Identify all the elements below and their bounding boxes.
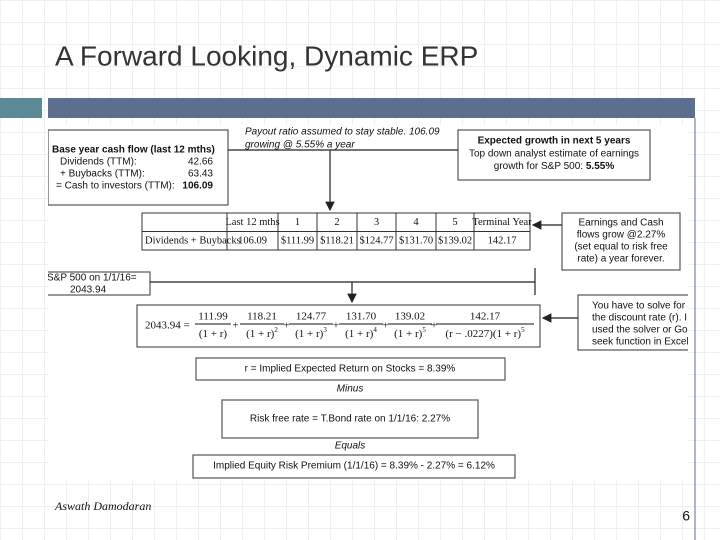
operator: + bbox=[232, 320, 238, 332]
column-header: 1 bbox=[295, 217, 300, 228]
denominator: (1 + r)4 bbox=[345, 326, 377, 340]
index-box bbox=[48, 271, 151, 296]
exponent: 4 bbox=[373, 326, 377, 334]
text-part: (1 + r) bbox=[345, 328, 374, 340]
page-number: 6 bbox=[682, 508, 690, 524]
text-part: (1 + r) bbox=[295, 328, 324, 340]
diagram: Base year cash flow (last 12 mths)Divide… bbox=[47, 127, 694, 479]
text-part: (1 + r) bbox=[246, 328, 275, 340]
exponent: 5 bbox=[521, 326, 525, 334]
result-box bbox=[221, 399, 479, 439]
table-cell: 106.09 bbox=[238, 235, 267, 246]
box-title: Expected growth in next 5 years bbox=[478, 136, 631, 147]
table-cell: $124.77 bbox=[359, 235, 393, 246]
author: Aswath Damodaran bbox=[54, 499, 151, 513]
row-label: + Buybacks (TTM): bbox=[60, 169, 145, 180]
row-value: 42.66 bbox=[188, 157, 213, 168]
header-bar bbox=[48, 98, 695, 118]
result-text: Risk free rate = T.Bond rate on 1/1/16: … bbox=[250, 414, 450, 425]
exponent: 5 bbox=[422, 326, 426, 334]
row-label: = Cash to investors (TTM): bbox=[56, 181, 175, 192]
accent-bar bbox=[0, 98, 42, 118]
column-header: Last 12 mths bbox=[225, 217, 279, 228]
exponent: 2 bbox=[274, 326, 278, 334]
table-cell: $111.99 bbox=[281, 235, 314, 246]
terminal-box bbox=[561, 212, 681, 271]
result-text: Implied Equity Risk Premium (1/1/16) = 8… bbox=[213, 461, 495, 472]
column-header: 2 bbox=[334, 217, 339, 228]
growth-box bbox=[457, 129, 651, 181]
table-cell: $118.21 bbox=[320, 235, 354, 246]
numerator: 142.17 bbox=[470, 311, 501, 323]
table-cell: 142.17 bbox=[488, 235, 517, 246]
denominator: (1 + r)2 bbox=[246, 326, 278, 340]
text-part: (r − .0227)(1 + r) bbox=[445, 328, 521, 340]
box-text: Top down analyst estimate of earnings bbox=[469, 149, 639, 160]
text-part: 5.55% bbox=[586, 161, 614, 172]
operator: + bbox=[382, 320, 388, 332]
text-part: (1 + r) bbox=[394, 328, 423, 340]
box-text: used the solver or Goa bbox=[592, 325, 694, 336]
box-text: seek function in Excel bbox=[592, 337, 689, 348]
slide-title: A Forward Looking, Dynamic ERP bbox=[55, 40, 478, 71]
denominator: (r − .0227)(1 + r)5 bbox=[445, 326, 525, 340]
row-value: 106.09 bbox=[182, 181, 213, 192]
base-box bbox=[48, 129, 229, 206]
table-cell: $139.02 bbox=[438, 235, 472, 246]
equation-box bbox=[136, 304, 541, 348]
note: Payout ratio assumed to stay stable. 106… bbox=[245, 127, 440, 138]
box-text: the discount rate (r). I bbox=[592, 313, 687, 324]
numerator: 118.21 bbox=[247, 311, 277, 323]
connector bbox=[150, 268, 536, 295]
box-title: Base year cash flow (last 12 mths) bbox=[52, 145, 215, 156]
box-text: flows grow @2.27% bbox=[577, 230, 666, 241]
exponent: 3 bbox=[323, 326, 327, 334]
row-header: Dividends + Buybacks bbox=[145, 235, 241, 246]
denominator: (1 + r)3 bbox=[295, 326, 327, 340]
equation-lhs: 2043.94 = bbox=[145, 320, 190, 332]
connector-label: Minus bbox=[337, 384, 364, 395]
column-header: 3 bbox=[374, 217, 379, 228]
box-text: S&P 500 on 1/1/16= bbox=[47, 273, 137, 284]
row-label: Dividends (TTM): bbox=[60, 157, 137, 168]
numerator: 111.99 bbox=[198, 311, 228, 323]
column-header: 5 bbox=[452, 217, 457, 228]
solve-box bbox=[577, 294, 688, 351]
row-value: 63.43 bbox=[188, 169, 213, 180]
box-text: (set equal to risk free bbox=[574, 242, 668, 253]
connector-label: Equals bbox=[335, 441, 366, 452]
operator: + bbox=[333, 320, 339, 332]
box-text: growth for S&P 500: 5.55% bbox=[494, 161, 615, 172]
column-header: Terminal Year bbox=[472, 217, 532, 228]
numerator: 131.70 bbox=[346, 311, 377, 323]
result-box bbox=[195, 357, 506, 381]
operator: + bbox=[283, 320, 289, 332]
box-text: You have to solve for bbox=[592, 301, 686, 312]
denominator: (1 + r) bbox=[199, 328, 228, 340]
text-part: growth for S&P 500: bbox=[494, 161, 586, 172]
denominator: (1 + r)5 bbox=[394, 326, 426, 340]
operator: + bbox=[431, 320, 437, 332]
box-text: rate) a year forever. bbox=[577, 254, 664, 265]
note: growing @ 5.55% a year bbox=[245, 140, 355, 151]
table-cell: $131.70 bbox=[399, 235, 433, 246]
numerator: 124.77 bbox=[296, 311, 327, 323]
numerator: 139.02 bbox=[395, 311, 425, 323]
column-header: 4 bbox=[413, 217, 419, 228]
result-text: r = Implied Expected Return on Stocks = … bbox=[245, 364, 456, 375]
box-text: Earnings and Cash bbox=[578, 218, 663, 229]
result-box bbox=[192, 454, 516, 479]
box-text: 2043.94 bbox=[70, 285, 107, 296]
text-part: (1 + r) bbox=[199, 328, 228, 340]
